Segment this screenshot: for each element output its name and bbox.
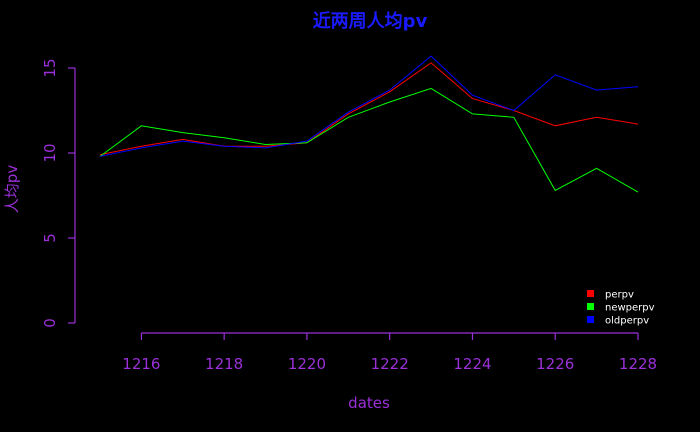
y-tick-label: 0 xyxy=(41,318,59,328)
y-axis-label: 人均pv xyxy=(3,165,21,214)
legend-swatch-perpv xyxy=(587,290,594,297)
series-line-oldperpv xyxy=(99,55,639,157)
series-line-newperpv xyxy=(99,87,639,193)
legend-label-newperpv: newperpv xyxy=(605,303,655,314)
legend-label-perpv: perpv xyxy=(605,290,634,301)
legend-swatch-newperpv xyxy=(587,303,594,310)
x-tick-label: 1228 xyxy=(619,355,657,373)
x-axis-label: dates xyxy=(348,394,390,412)
x-tick-label: 1224 xyxy=(453,355,491,373)
x-axis-ticks: 1216 1218 1220 1222 1224 1226 1228 xyxy=(122,333,657,373)
legend-swatch-oldperpv xyxy=(587,316,594,323)
chart-title: 近两周人均pv xyxy=(313,10,428,32)
legend: perpv newperpv oldperpv xyxy=(587,290,655,327)
x-tick-label: 1218 xyxy=(205,355,243,373)
x-tick-label: 1220 xyxy=(288,355,326,373)
y-tick-label: 5 xyxy=(41,233,59,243)
series-lines xyxy=(99,55,639,193)
x-tick-label: 1226 xyxy=(536,355,574,373)
legend-label-oldperpv: oldperpv xyxy=(605,316,649,327)
y-axis-ticks: 0 5 10 15 xyxy=(41,58,75,328)
x-tick-label: 1216 xyxy=(122,355,160,373)
y-tick-label: 15 xyxy=(41,58,59,77)
y-tick-label: 10 xyxy=(41,143,59,162)
series-line-perpv xyxy=(99,62,639,156)
x-tick-label: 1222 xyxy=(371,355,409,373)
